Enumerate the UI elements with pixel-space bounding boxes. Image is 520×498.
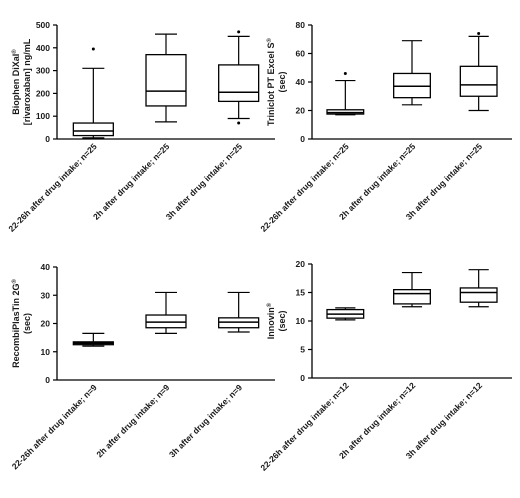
x-category-label: 3h after drug intake; n=9: [167, 382, 244, 459]
chart-panel-2: 0 20 40 60 80 Triniclot PT Excel S® (sec) 22-26…: [258, 20, 512, 234]
x-category-label: 2h after drug intake; n=25: [337, 141, 418, 222]
registered-mark: ®: [266, 37, 273, 42]
outlier-point: [237, 121, 241, 125]
x-category-label: 3h after drug intake; n=25: [164, 141, 245, 222]
iqr-box: [145, 53, 187, 107]
box-1: [72, 47, 114, 139]
y-axis-label: Innovin® (sec): [266, 302, 287, 339]
y-tick-label: 10: [41, 347, 51, 357]
y-axis-label-line1: Innovin: [266, 307, 276, 339]
y-axis-label-line1: Biophen DiXaI: [11, 54, 21, 115]
y-axis-label: RecombiPlasTin 2G® (sec): [11, 279, 32, 368]
box-2: [393, 271, 431, 308]
iqr-box: [393, 288, 431, 305]
x-category-label: 22-26h after drug intake; n=12: [258, 380, 351, 473]
y-tick-label: 20: [41, 319, 51, 329]
x-category-label: 2h after drug intake; n=25: [91, 141, 172, 222]
y-tick-label: 0: [300, 373, 305, 383]
box-1: [326, 307, 365, 321]
y-tick-label: 300: [36, 66, 50, 76]
registered-mark: ®: [266, 302, 273, 307]
y-tick-label: 200: [36, 88, 50, 98]
box-1: [326, 71, 365, 116]
y-axis-label-line1: Triniclot PT Excel S: [266, 42, 276, 126]
y-tick-label: 20: [296, 259, 306, 269]
box-2: [145, 291, 187, 334]
y-tick-label: 10: [296, 316, 306, 326]
y-axis-label-line2: [rivaroxaban] ng/mL: [22, 38, 32, 125]
y-tick-label: 80: [296, 20, 306, 30]
registered-mark: ®: [11, 279, 18, 284]
box-3: [459, 32, 498, 112]
y-axis-label-line2: (sec): [277, 71, 287, 92]
y-axis-label: Biophen DiXaI® [rivaroxaban] ng/mL: [11, 38, 32, 125]
x-category-label: 22-26h after drug intake; n=25: [258, 141, 351, 234]
y-tick-label: 30: [41, 290, 51, 300]
y-axis-label-line2: (sec): [277, 310, 287, 331]
y-tick-label: 0: [45, 375, 50, 385]
box-2: [145, 33, 187, 123]
x-category-label: 22-26h after drug intake; n=25: [6, 141, 99, 234]
iqr-box: [218, 64, 260, 103]
y-axis-label: Triniclot PT Excel S® (sec): [266, 37, 287, 126]
x-category-label: 2h after drug intake; n=12: [337, 380, 418, 461]
y-tick-label: 40: [41, 262, 51, 272]
y-tick-label: 15: [296, 288, 306, 298]
iqr-box: [72, 122, 114, 137]
outlier-point: [343, 71, 347, 75]
iqr-box: [459, 287, 498, 303]
y-axis-label-line2: (sec): [22, 313, 32, 334]
box-3: [218, 291, 260, 333]
x-category-label: 3h after drug intake; n=12: [404, 380, 485, 461]
y-tick-label: 40: [296, 77, 306, 87]
box-3: [459, 269, 498, 308]
y-tick-label: 0: [45, 134, 50, 144]
iqr-box: [459, 65, 498, 97]
chart-panel-4: 0 5 10 15 20 Innovin® (sec) 22-26h after drug i…: [258, 259, 512, 473]
outlier-point: [477, 32, 481, 36]
box-2: [393, 40, 431, 106]
box-3: [218, 30, 260, 125]
y-tick-label: 100: [36, 111, 50, 121]
x-category-label: 22-26h after drug intake; n=9: [10, 382, 99, 471]
y-tick-label: 60: [296, 49, 306, 59]
box-1: [72, 332, 114, 347]
x-category-label: 2h after drug intake; n=9: [94, 382, 171, 459]
y-tick-label: 20: [296, 106, 306, 116]
outlier-point: [237, 30, 241, 34]
outlier-point: [91, 47, 95, 51]
y-tick-label: 0: [300, 134, 305, 144]
registered-mark: ®: [11, 49, 18, 54]
y-axis-label-line1: RecombiPlasTin 2G: [11, 284, 21, 368]
y-tick-label: 400: [36, 43, 50, 53]
y-tick-label: 500: [36, 20, 50, 30]
x-category-label: 3h after drug intake; n=25: [404, 141, 485, 222]
y-tick-label: 5: [300, 345, 305, 355]
